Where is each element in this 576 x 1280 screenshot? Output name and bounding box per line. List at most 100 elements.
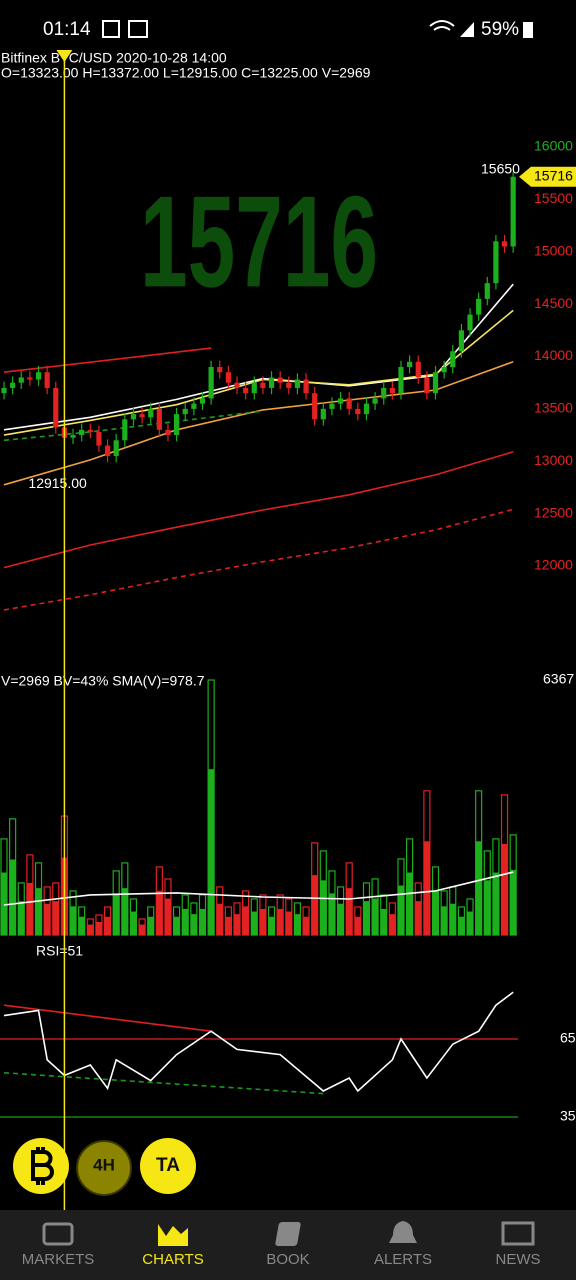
candle-body	[424, 377, 430, 394]
volume-bar-fill	[363, 901, 370, 935]
rsi-caption: RSI=51	[36, 943, 83, 959]
low-label: 12915.00	[28, 475, 87, 491]
volume-bar-fill	[104, 916, 111, 935]
y-tick-label: 14500	[534, 295, 573, 311]
y-tick-label: 14000	[534, 347, 573, 363]
indicator-line	[3, 451, 514, 569]
volume-bar-fill	[9, 859, 16, 935]
volume-bar-fill	[1, 872, 7, 935]
nav-label[interactable]: CHARTS	[142, 1251, 203, 1268]
volume-bar-fill	[208, 769, 215, 935]
candle-body	[260, 382, 266, 388]
candle-body	[407, 361, 413, 367]
status-battery: 59%	[481, 19, 519, 40]
candle-body	[510, 176, 516, 247]
nav-icon	[42, 1222, 74, 1246]
candle-body	[70, 435, 76, 438]
volume-bar-fill	[320, 880, 327, 935]
candle-body	[346, 398, 352, 409]
candle-body	[53, 387, 59, 428]
volume-bar-fill	[113, 893, 120, 935]
volume-bar-fill	[277, 908, 284, 935]
interval-button[interactable]	[76, 1140, 132, 1196]
candle-body	[268, 377, 275, 388]
volume-bar-fill	[182, 908, 189, 935]
candle-body	[139, 414, 145, 418]
y-tick-label: 15500	[534, 190, 573, 206]
volume-bar-fill	[173, 916, 180, 935]
candle-body	[363, 403, 370, 415]
ta-label: TA	[156, 1155, 180, 1176]
y-tick-label: 6367	[543, 671, 574, 687]
candle-body	[1, 387, 7, 394]
battery-icon	[523, 22, 533, 38]
volume-bar-fill	[337, 903, 344, 935]
candle-body	[199, 398, 206, 404]
candle-body	[493, 241, 499, 284]
candle-body	[355, 408, 361, 415]
volume-bar-fill	[458, 916, 465, 935]
candle-body	[467, 314, 473, 331]
volume-bar-fill	[259, 908, 266, 935]
candle-body	[208, 366, 214, 399]
volume-bar-fill	[372, 898, 379, 935]
nav-label[interactable]: BOOK	[266, 1251, 309, 1268]
ta-button[interactable]	[140, 1138, 196, 1194]
candle-body	[320, 408, 326, 420]
candle-body	[381, 387, 387, 399]
candle-body	[174, 414, 180, 436]
volume-bar-fill	[78, 916, 85, 935]
volume-bar-fill	[199, 908, 206, 935]
volume-bar-fill	[234, 914, 241, 935]
nav-label[interactable]: MARKETS	[22, 1251, 95, 1268]
candle-body	[484, 283, 490, 299]
volume-bar-fill	[484, 880, 491, 935]
volume-bar-fill	[52, 901, 59, 935]
volume-bar-fill	[70, 906, 77, 935]
volume-bar-fill	[380, 908, 387, 935]
candle-body	[398, 366, 404, 394]
candle-body	[389, 387, 395, 394]
candle-body	[191, 403, 197, 409]
volume-bar-fill	[285, 911, 292, 935]
volume-bar-fill	[156, 890, 163, 935]
candle-body	[182, 408, 188, 415]
volume-bar-fill	[44, 903, 51, 935]
candle-body	[312, 393, 318, 420]
volume-bar-fill	[328, 893, 335, 935]
status-icon	[128, 20, 148, 38]
indicator-line	[3, 508, 514, 611]
volume-bar-fill	[406, 872, 413, 935]
candle-body	[10, 382, 16, 388]
volume-bar-fill	[139, 924, 146, 935]
volume-bar-fill	[18, 901, 25, 935]
chart-title: Bitfinex BTC/USD 2020-10-28 14:00	[1, 50, 227, 66]
candle-body	[87, 429, 93, 432]
volume-bar-fill	[441, 906, 448, 935]
candle-body	[225, 372, 231, 383]
candle-body	[113, 440, 119, 457]
volume-bar-fill	[26, 882, 33, 935]
bitcoin-icon	[31, 1147, 54, 1185]
big-price: 15716	[140, 168, 378, 314]
nav-label[interactable]: NEWS	[496, 1251, 541, 1268]
volume-bar-fill	[242, 906, 249, 935]
volume-bar-fill	[475, 841, 482, 935]
price-tag	[519, 166, 576, 187]
nav-label[interactable]: ALERTS	[374, 1251, 432, 1268]
candle-body	[148, 408, 154, 418]
signal-icon	[460, 22, 474, 37]
y-tick-label: 35	[560, 1108, 576, 1124]
volume-bar-fill	[467, 911, 474, 935]
candle-body	[303, 379, 309, 394]
volume-bar-fill	[510, 869, 517, 935]
volume-bar-fill	[389, 914, 396, 935]
nav-icon	[158, 1224, 188, 1246]
volume-bar-fill	[492, 872, 499, 935]
nav-icon	[275, 1222, 301, 1246]
volume-bar-fill	[225, 916, 232, 935]
volume-bar-fill	[501, 843, 508, 935]
volume-bar-fill	[35, 888, 42, 935]
candle-body	[476, 298, 482, 315]
